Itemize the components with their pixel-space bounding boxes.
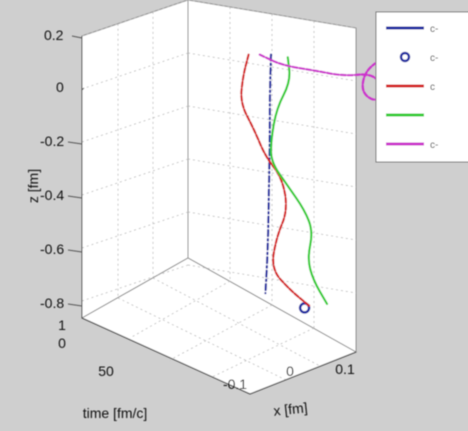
legend-label: c- <box>430 24 438 35</box>
z-axis-label: z [fm] <box>25 169 41 203</box>
legend-marker <box>399 51 411 63</box>
z-tick-label: 0 <box>56 79 64 95</box>
z-tick-mark <box>67 249 83 253</box>
legend-label: c- <box>430 140 438 151</box>
z-tick-label: -0.8 <box>40 295 64 311</box>
time-tick-label: 0 <box>58 335 66 351</box>
time-tick-label: 50 <box>98 363 114 379</box>
series-marker <box>298 302 311 314</box>
plot-box <box>80 0 358 395</box>
series-line-3 <box>269 56 329 305</box>
z-tick-mark <box>71 35 83 39</box>
legend-label: c- <box>430 53 438 64</box>
legend: c-c-c c- <box>375 11 468 163</box>
z-tick-mark <box>67 195 83 199</box>
z-tick-label: -0.4 <box>40 187 64 203</box>
tick-labels: 0.2 0 -0.2 -0.4 -0.6 -0.8 -0.1 0 0.1 1 0 50 <box>40 27 355 392</box>
x-tick-label: 0 <box>286 363 294 379</box>
z-tick-mark <box>67 141 83 145</box>
z-tick-mark <box>81 87 85 91</box>
x-axis-label: x [fm] <box>273 399 309 418</box>
legend-label: c <box>430 82 435 93</box>
series-line-0 <box>264 53 273 295</box>
axis-frame <box>81 36 357 395</box>
x-tick-label: -0.1 <box>223 376 247 392</box>
x-tick-label: 0.1 <box>335 361 355 377</box>
z-tick-label: -0.6 <box>40 241 64 257</box>
z-tick-label: 0.2 <box>44 27 64 43</box>
time-axis-label: time [fm/c] <box>83 405 148 421</box>
series-line-2 <box>240 53 312 308</box>
z-tick-label: -0.2 <box>40 133 64 149</box>
time-tick-label: 1 <box>58 317 66 333</box>
z-tick-mark <box>67 303 83 307</box>
